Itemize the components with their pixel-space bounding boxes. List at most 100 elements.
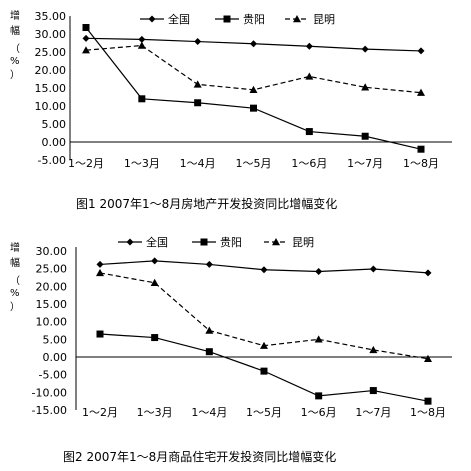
series-square bbox=[82, 24, 425, 153]
legend-label: 贵阳 bbox=[220, 236, 242, 249]
y-tick-label: -10.00 bbox=[32, 386, 67, 399]
data-point-diamond bbox=[315, 267, 323, 275]
data-point-triangle bbox=[361, 83, 370, 91]
x-tick-label: 1～6月 bbox=[301, 406, 337, 419]
data-point-square bbox=[315, 392, 323, 400]
x-tick-label: 1～6月 bbox=[291, 157, 327, 170]
data-point-square bbox=[96, 330, 104, 338]
data-point-triangle bbox=[314, 335, 323, 343]
data-point-square bbox=[424, 397, 432, 405]
y-tick-label: 20.00 bbox=[35, 64, 67, 77]
chart-title: 图2 2007年1～8月商品住宅开发投资同比增幅变化 bbox=[63, 449, 336, 464]
data-point-diamond bbox=[250, 40, 257, 48]
legend-label: 昆明 bbox=[313, 13, 335, 26]
data-point-square bbox=[194, 99, 202, 107]
x-tick-label: 1～2月 bbox=[82, 406, 118, 419]
y-tick-label: 30.00 bbox=[35, 28, 67, 41]
series-line bbox=[85, 44, 422, 94]
data-point-triangle bbox=[82, 46, 90, 54]
legend-diamond-icon bbox=[148, 15, 156, 23]
legend-label: 全国 bbox=[146, 235, 168, 249]
chart-title: 图1 2007年1～8月房地产开发投资同比增幅变化 bbox=[76, 196, 337, 211]
data-point-square bbox=[305, 128, 313, 136]
series-square bbox=[96, 330, 432, 405]
legend-label: 全国 bbox=[168, 12, 190, 26]
y-axis-title-char: 幅 bbox=[10, 256, 20, 269]
legend-diamond-icon bbox=[126, 238, 134, 246]
y-axis-title-char: 增 bbox=[10, 9, 20, 22]
x-tick-label: 1～5月 bbox=[246, 406, 282, 419]
data-point-diamond bbox=[260, 266, 268, 274]
chart-2: 增 幅 （ % ） 30.00 25.00 20.00 15.00 10.00 5.00 0… bbox=[10, 235, 452, 464]
data-point-square bbox=[361, 132, 369, 140]
y-tick-label: 0.00 bbox=[42, 136, 67, 149]
y-tick-label: 25.00 bbox=[35, 46, 67, 59]
y-tick-label: 5.00 bbox=[42, 118, 67, 131]
data-point-triangle bbox=[96, 268, 104, 277]
y-tick-label: -5.00 bbox=[39, 369, 67, 382]
data-point-triangle bbox=[305, 72, 314, 80]
y-tick-label: 25.00 bbox=[36, 263, 68, 276]
data-point-diamond bbox=[205, 260, 213, 268]
data-point-triangle bbox=[137, 41, 146, 49]
data-point-square bbox=[260, 367, 268, 375]
x-tick-label: 1～8月 bbox=[410, 406, 446, 419]
data-point-triangle bbox=[417, 88, 425, 96]
series-diamond bbox=[82, 34, 425, 55]
y-tick-labels: 35.00 30.00 25.00 20.00 15.00 10.00 5.00 0.00 -5… bbox=[35, 10, 67, 167]
y-tick-labels: 30.00 25.00 20.00 15.00 10.00 5.00 0.00 -5.00 -1… bbox=[32, 245, 67, 417]
legend-square-icon bbox=[223, 15, 231, 23]
data-point-diamond bbox=[424, 269, 432, 277]
data-point-triangle bbox=[260, 341, 268, 349]
data-point-diamond bbox=[361, 45, 369, 53]
data-point-diamond bbox=[96, 260, 104, 268]
data-point-diamond bbox=[369, 265, 377, 273]
legend-label: 昆明 bbox=[292, 236, 314, 249]
y-tick-label: 35.00 bbox=[35, 10, 67, 23]
x-tick-labels: 1～2月 1～3月 1～4月 1～5月 1～6月 1～7月 1～8月 bbox=[82, 406, 446, 419]
chart-1: 增 幅 （ % ） 35.00 30.00 25.00 20.00 15.00 10.00… bbox=[10, 9, 452, 211]
data-point-square bbox=[82, 24, 90, 32]
data-point-triangle bbox=[249, 85, 258, 93]
x-tick-label: 1～7月 bbox=[355, 406, 391, 419]
data-point-square bbox=[205, 348, 213, 356]
data-point-triangle bbox=[369, 345, 378, 354]
y-axis-title-char: （ bbox=[10, 43, 20, 55]
series-group bbox=[82, 24, 425, 153]
legend: 全国 贵阳 昆明 bbox=[140, 12, 335, 26]
data-point-diamond bbox=[417, 47, 425, 55]
y-axis-title-char: % bbox=[10, 288, 20, 299]
x-tick-label: 1～3月 bbox=[137, 406, 173, 419]
y-axis-title-char: 幅 bbox=[10, 24, 20, 37]
y-tick-label: -5.00 bbox=[38, 154, 66, 167]
y-tick-label: 15.00 bbox=[35, 82, 67, 95]
x-tick-label: 1～5月 bbox=[236, 157, 272, 170]
x-tick-label: 1～2月 bbox=[68, 157, 104, 170]
y-tick-label: 30.00 bbox=[36, 245, 68, 258]
y-axis-title-char: % bbox=[10, 56, 20, 67]
data-point-triangle bbox=[205, 326, 214, 334]
series-group bbox=[96, 257, 432, 405]
data-point-diamond bbox=[151, 257, 159, 265]
x-tick-label: 1～8月 bbox=[403, 157, 439, 170]
data-point-triangle bbox=[150, 278, 159, 286]
data-point-square bbox=[250, 104, 257, 112]
legend-triangle-icon bbox=[293, 15, 301, 23]
y-tick-label: 0.00 bbox=[43, 351, 68, 364]
legend-label: 贵阳 bbox=[243, 13, 265, 26]
data-point-square bbox=[417, 145, 425, 153]
data-point-square bbox=[138, 95, 146, 103]
legend: 全国 贵阳 昆明 bbox=[118, 235, 314, 249]
series-diamond bbox=[96, 257, 432, 277]
data-point-diamond bbox=[138, 35, 146, 43]
y-axis-title-char: 增 bbox=[10, 241, 20, 254]
x-tick-label: 1～4月 bbox=[191, 406, 227, 419]
data-point-triangle bbox=[193, 80, 202, 88]
y-tick-label: -15.00 bbox=[32, 404, 67, 417]
y-tick-label: 10.00 bbox=[36, 316, 68, 329]
y-axis-title-char: ） bbox=[10, 69, 20, 81]
y-axis-title-char: （ bbox=[10, 275, 20, 287]
y-tick-label: 5.00 bbox=[43, 333, 68, 346]
data-point-square bbox=[151, 334, 159, 342]
data-point-diamond bbox=[305, 42, 313, 50]
